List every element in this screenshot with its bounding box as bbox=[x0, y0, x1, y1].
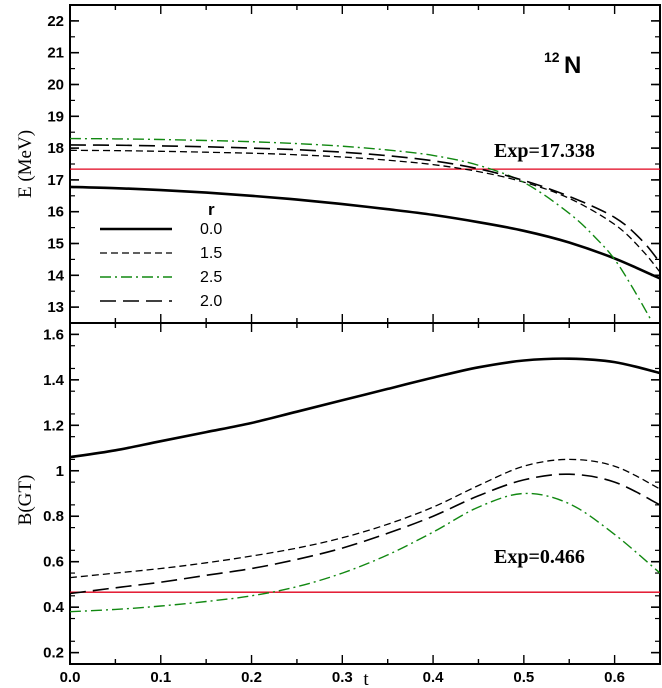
energy-series-group bbox=[70, 137, 660, 321]
legend-label-r-2.5: 2.5 bbox=[200, 269, 222, 286]
energy-y-tick-label: 18 bbox=[47, 140, 64, 157]
legend-label-r-2.0: 2.0 bbox=[200, 293, 222, 310]
bgt-axis-ticks: 0.2 0.4 0.6 0.8 1 1.2 1.4 1.6 0.0 0.1 0.2 0.3 0.4 0.5… bbox=[43, 322, 661, 686]
energy-series-r-2.0 bbox=[70, 144, 660, 264]
energy-series-r-2.5 bbox=[70, 137, 652, 321]
nucleus-mass-number: 12 bbox=[544, 49, 560, 65]
x-tick-label: 0.0 bbox=[60, 669, 81, 686]
legend-entries: 0.0 1.5 2.5 2.0 bbox=[100, 221, 222, 310]
bgt-panel: 0.2 0.4 0.6 0.8 1 1.2 1.4 1.6 0.0 0.1 0.2 0.3 0.4 0.5… bbox=[15, 322, 661, 688]
legend-title: r bbox=[208, 200, 215, 219]
bgt-y-tick-label: 0.6 bbox=[43, 554, 64, 571]
bgt-y-tick-label: 1.6 bbox=[43, 326, 64, 343]
energy-y-tick-label: 22 bbox=[47, 13, 64, 30]
bgt-y-tick-label: 1.4 bbox=[43, 372, 65, 389]
bgt-plot-frame bbox=[69, 322, 661, 665]
x-tick-label: 0.1 bbox=[150, 669, 171, 686]
bgt-y-tick-label: 0.8 bbox=[43, 508, 64, 525]
bgt-series-r-1.5 bbox=[70, 458, 660, 579]
energy-series-r-1.5 bbox=[70, 149, 660, 273]
energy-y-tick-label: 14 bbox=[47, 267, 64, 284]
energy-y-tick-label: 19 bbox=[47, 108, 64, 125]
bgt-y-tick-label: 0.2 bbox=[43, 645, 64, 662]
energy-y-axis-title: E (MeV) bbox=[15, 130, 36, 198]
energy-y-tick-label: 17 bbox=[47, 172, 64, 189]
legend: r 0.0 1.5 2.5 2.0 bbox=[100, 200, 222, 310]
bgt-y-tick-label: 0.4 bbox=[43, 599, 65, 616]
legend-label-r-1.5: 1.5 bbox=[200, 245, 222, 262]
energy-y-tick-label: 16 bbox=[47, 204, 64, 221]
x-axis-title: t bbox=[363, 669, 369, 688]
bgt-series-r-0.0 bbox=[70, 357, 660, 459]
x-tick-label: 0.3 bbox=[332, 669, 353, 686]
energy-y-tick-label: 20 bbox=[47, 77, 64, 94]
bgt-series-r-2.0 bbox=[70, 473, 660, 595]
energy-series-r-0.0 bbox=[70, 185, 660, 280]
bgt-y-tick-label: 1.2 bbox=[43, 417, 64, 434]
x-tick-label: 0.5 bbox=[513, 669, 534, 686]
energy-y-tick-label: 15 bbox=[47, 236, 64, 253]
energy-y-tick-label: 13 bbox=[47, 299, 64, 316]
energy-y-tick-label: 21 bbox=[47, 45, 64, 62]
nucleus-symbol: N bbox=[564, 52, 581, 79]
nucleus-label: 12 N bbox=[544, 49, 581, 79]
bgt-series-r-2.5 bbox=[70, 492, 660, 613]
x-tick-label: 0.6 bbox=[604, 669, 625, 686]
bgt-series-group bbox=[70, 357, 660, 613]
bgt-exp-annotation: Exp=0.466 bbox=[494, 546, 585, 568]
x-tick-label: 0.4 bbox=[423, 669, 445, 686]
energy-axis-ticks: 13 14 15 16 17 18 19 20 21 22 bbox=[47, 4, 661, 324]
bgt-y-axis-title: B(GT) bbox=[15, 475, 36, 526]
energy-exp-annotation: Exp=17.338 bbox=[494, 140, 595, 162]
bgt-y-tick-label: 1 bbox=[56, 463, 64, 480]
x-tick-label: 0.2 bbox=[241, 669, 262, 686]
legend-label-r-0.0: 0.0 bbox=[200, 221, 222, 238]
